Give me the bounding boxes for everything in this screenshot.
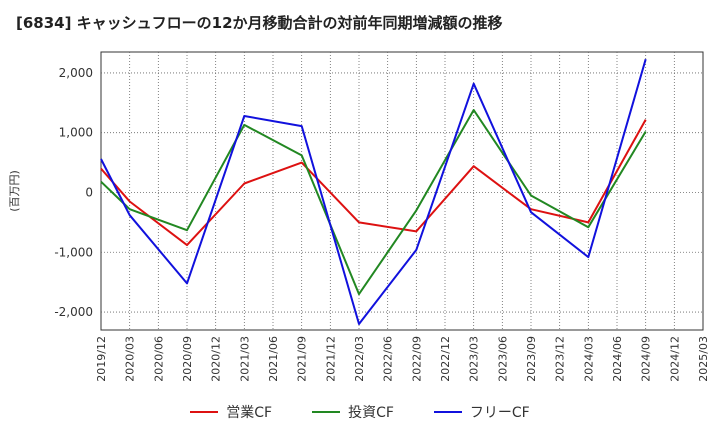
y-tick-label: 0 — [85, 185, 93, 199]
y-tick-label: -1,000 — [54, 245, 93, 259]
x-tick-label: 2020/12 — [210, 336, 223, 382]
legend-item: 営業CF — [190, 402, 272, 422]
x-tick-label: 2021/12 — [324, 336, 337, 382]
y-tick-label: 2,000 — [59, 66, 93, 80]
x-tick-label: 2021/06 — [267, 336, 280, 382]
series-line — [100, 119, 647, 247]
x-tick-label: 2024/12 — [668, 336, 681, 382]
x-tick-label: 2019/12 — [95, 336, 108, 382]
x-tick-label: 2022/12 — [439, 336, 452, 382]
x-tick-label: 2020/09 — [181, 336, 194, 382]
chart-title: [6834] キャッシュフローの12か月移動合計の対前年同期増減額の推移 — [16, 14, 503, 32]
y-tick-label: 1,000 — [59, 126, 93, 140]
x-tick-label: 2023/09 — [525, 336, 538, 382]
x-tick-label: 2021/03 — [238, 336, 251, 382]
legend-label: フリーCF — [469, 405, 530, 421]
legend-swatch — [312, 411, 341, 413]
legend-label: 投資CF — [348, 405, 394, 421]
y-axis-label: (百万円) — [8, 170, 21, 212]
legend-label: 営業CF — [226, 405, 273, 421]
x-tick-label: 2022/09 — [410, 336, 423, 382]
y-tick-label: -2,000 — [54, 305, 93, 319]
x-tick-label: 2023/03 — [468, 336, 481, 382]
legend-swatch — [190, 411, 219, 413]
x-tick-label: 2025/03 — [697, 336, 710, 382]
chart-legend: 営業CF 投資CF フリーCF — [0, 402, 720, 422]
series-line — [100, 58, 647, 325]
x-tick-label: 2024/09 — [640, 336, 653, 382]
x-tick-label: 2024/06 — [611, 336, 624, 382]
x-tick-label: 2021/09 — [296, 336, 309, 382]
legend-item: フリーCF — [433, 402, 530, 422]
legend-swatch — [433, 411, 462, 413]
x-tick-label: 2024/03 — [582, 336, 595, 382]
series-line — [100, 109, 647, 296]
x-tick-label: 2022/06 — [382, 336, 395, 382]
x-tick-label: 2023/12 — [554, 336, 567, 382]
plot-area — [100, 51, 704, 331]
x-tick-label: 2022/03 — [353, 336, 366, 382]
legend-item: 投資CF — [312, 402, 394, 422]
x-tick-label: 2020/03 — [124, 336, 137, 382]
x-tick-label: 2020/06 — [152, 336, 165, 382]
x-tick-label: 2023/06 — [496, 336, 509, 382]
